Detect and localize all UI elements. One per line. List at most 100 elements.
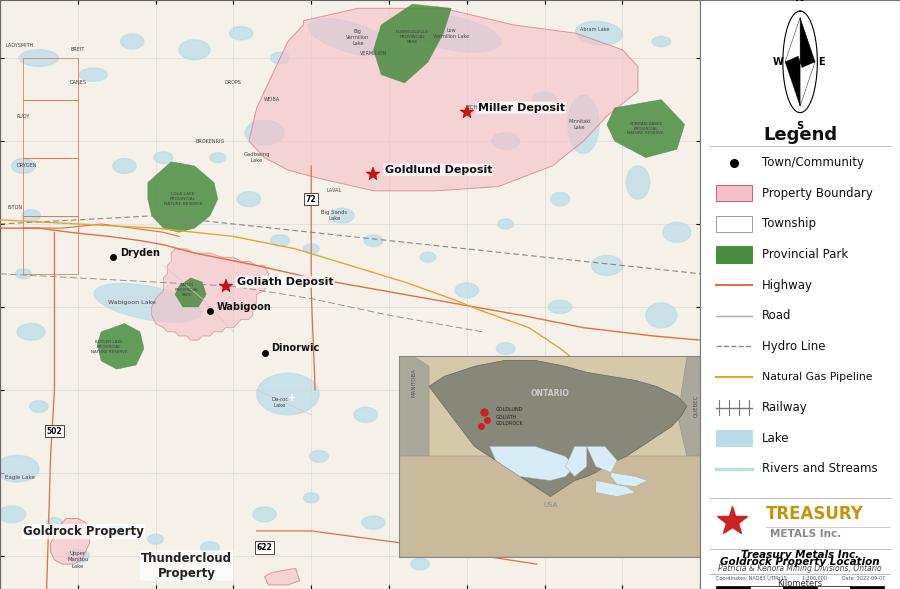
Polygon shape — [429, 360, 687, 497]
Text: Goliath Deposit: Goliath Deposit — [237, 277, 333, 287]
Polygon shape — [587, 446, 617, 472]
Text: 622: 622 — [256, 543, 273, 552]
Polygon shape — [533, 92, 556, 107]
Polygon shape — [265, 568, 300, 585]
Polygon shape — [795, 45, 806, 79]
Text: N: N — [796, 0, 805, 3]
Polygon shape — [230, 27, 253, 40]
Polygon shape — [309, 19, 392, 56]
Text: 502: 502 — [47, 427, 62, 436]
Polygon shape — [785, 62, 800, 106]
Polygon shape — [410, 558, 429, 570]
Text: Dryden: Dryden — [120, 248, 159, 258]
Bar — [750, 586, 783, 589]
Polygon shape — [12, 158, 35, 173]
Polygon shape — [253, 507, 276, 522]
Bar — [716, 430, 752, 446]
Text: Goldrock Property Location: Goldrock Property Location — [720, 558, 880, 567]
Polygon shape — [646, 303, 677, 327]
Polygon shape — [30, 401, 49, 412]
Text: GOLDLUND: GOLDLUND — [496, 408, 523, 412]
Polygon shape — [66, 549, 89, 562]
Text: Da-roc
Lake: Da-roc Lake — [272, 397, 289, 408]
Polygon shape — [330, 209, 354, 223]
Text: Goldrock Property: Goldrock Property — [23, 525, 144, 538]
Polygon shape — [401, 14, 501, 52]
Polygon shape — [663, 222, 691, 242]
Polygon shape — [271, 235, 290, 246]
Text: ONTARIO: ONTARIO — [531, 389, 570, 398]
Text: DANES: DANES — [69, 81, 86, 85]
Text: W: W — [773, 57, 784, 67]
Text: Thundercloud
Property: Thundercloud Property — [141, 551, 232, 580]
Polygon shape — [785, 18, 800, 62]
Text: METALS Inc.: METALS Inc. — [770, 529, 842, 538]
Text: Kilometers: Kilometers — [778, 578, 823, 588]
Polygon shape — [97, 323, 144, 369]
Polygon shape — [148, 162, 218, 232]
Text: Big Sands
Lake: Big Sands Lake — [321, 210, 347, 221]
Polygon shape — [692, 400, 708, 413]
Polygon shape — [568, 485, 583, 494]
Text: Treasury Metals Inc.: Treasury Metals Inc. — [741, 550, 860, 560]
Text: +: + — [288, 393, 296, 403]
Polygon shape — [107, 525, 126, 537]
Text: DUBREUILVILLE
PROVINCIAL
PARK: DUBREUILVILLE PROVINCIAL PARK — [396, 31, 429, 44]
Polygon shape — [497, 343, 515, 354]
Polygon shape — [22, 210, 40, 221]
Text: Patricia & Kenora Mining Divisions, Ontario: Patricia & Kenora Mining Divisions, Onta… — [718, 564, 882, 574]
Polygon shape — [576, 21, 622, 45]
Bar — [716, 185, 752, 201]
Polygon shape — [179, 40, 210, 59]
Polygon shape — [201, 542, 220, 553]
Polygon shape — [50, 518, 89, 564]
Bar — [817, 586, 850, 589]
Polygon shape — [644, 492, 663, 504]
Polygon shape — [450, 426, 468, 437]
Polygon shape — [565, 446, 587, 477]
Polygon shape — [79, 68, 107, 81]
Polygon shape — [374, 4, 451, 83]
Text: Goldlund Deposit: Goldlund Deposit — [384, 165, 492, 175]
Polygon shape — [626, 166, 650, 199]
Text: Railway: Railway — [762, 401, 808, 414]
Polygon shape — [303, 493, 319, 503]
Polygon shape — [490, 446, 574, 481]
Polygon shape — [785, 18, 815, 106]
Polygon shape — [256, 373, 319, 415]
Text: MINITAKI KABES
PROVINCIAL
NATURE RESERVE: MINITAKI KABES PROVINCIAL NATURE RESERVE — [627, 122, 664, 135]
Bar — [850, 586, 884, 589]
Text: Gadbwing
Lake: Gadbwing Lake — [244, 152, 270, 163]
Polygon shape — [154, 152, 173, 163]
Polygon shape — [399, 356, 429, 456]
Text: GOLIATH: GOLIATH — [496, 415, 518, 421]
Polygon shape — [596, 481, 635, 497]
Text: Coordinates: NAD83 UTMz15          1:300,000          Date: 2022-09-07: Coordinates: NAD83 UTMz15 1:300,000 Date… — [716, 576, 885, 581]
Text: Upper
Manitou
Lake: Upper Manitou Lake — [68, 551, 88, 568]
Bar — [23, 216, 77, 274]
Polygon shape — [354, 408, 377, 422]
Bar — [23, 100, 77, 158]
Text: Wabigoon Lake: Wabigoon Lake — [108, 300, 157, 305]
Polygon shape — [548, 300, 572, 313]
Text: Road: Road — [762, 309, 792, 322]
Polygon shape — [362, 516, 385, 530]
Polygon shape — [0, 506, 26, 522]
Text: GOLDROCK: GOLDROCK — [496, 422, 524, 426]
Polygon shape — [405, 393, 420, 403]
Polygon shape — [112, 158, 136, 173]
Polygon shape — [175, 278, 206, 307]
Text: Rivers and Streams: Rivers and Streams — [762, 462, 878, 475]
Polygon shape — [17, 323, 45, 340]
Text: USA: USA — [544, 502, 557, 508]
Polygon shape — [603, 449, 626, 464]
Polygon shape — [568, 95, 599, 154]
Text: S: S — [796, 121, 804, 131]
Text: RUDY: RUDY — [17, 114, 30, 118]
Text: LOLA LAKE
PROVINCIAL
NATURE RESERVE: LOLA LAKE PROVINCIAL NATURE RESERVE — [164, 192, 202, 206]
Polygon shape — [455, 283, 479, 298]
Text: Township: Township — [762, 217, 816, 230]
Bar — [716, 216, 752, 232]
Polygon shape — [47, 518, 62, 528]
Polygon shape — [611, 472, 647, 487]
